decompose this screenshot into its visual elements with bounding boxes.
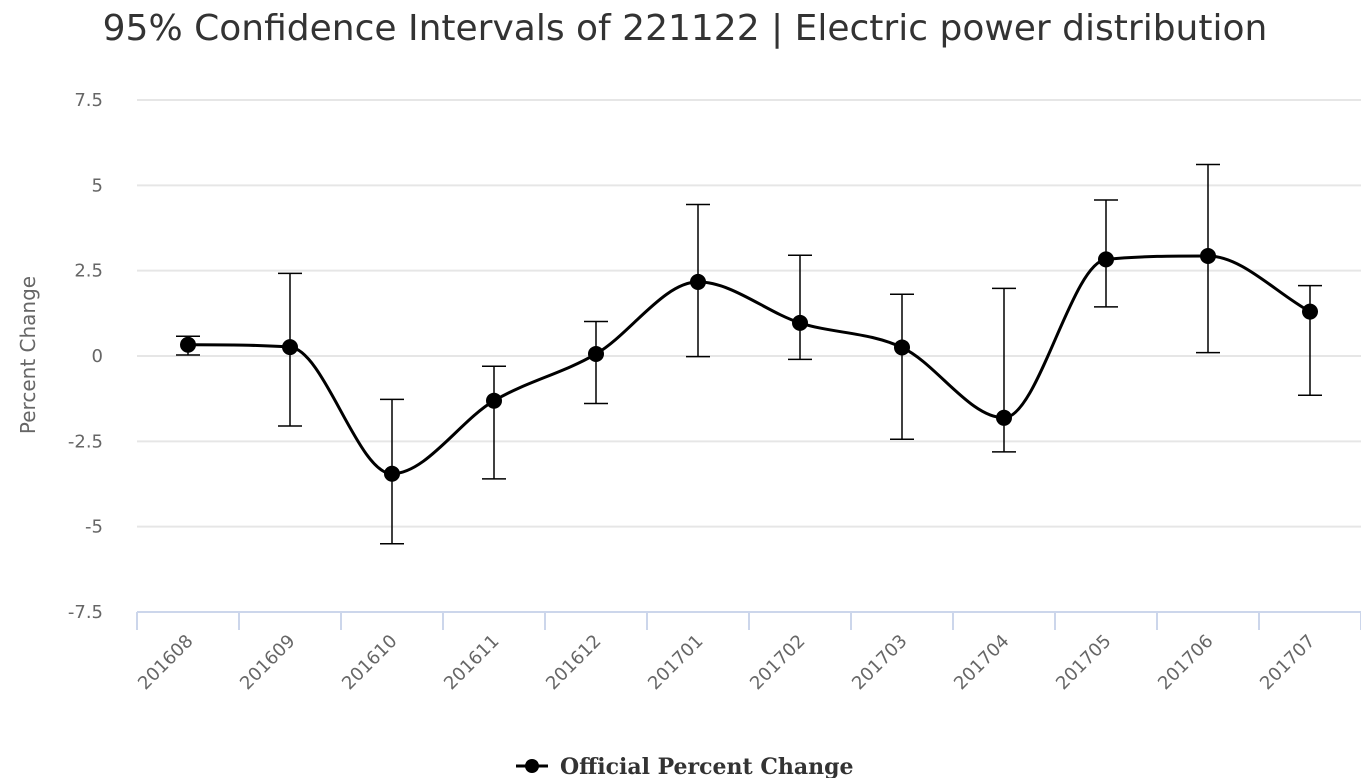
y-axis-ticks: 7.5 5 2.5 0 -2.5 -5 -7.5 xyxy=(68,90,103,623)
x-tick-label: 201701 xyxy=(644,631,707,694)
data-point xyxy=(1200,247,1216,264)
x-tick-label: 201706 xyxy=(1154,631,1217,694)
x-tick-label: 201703 xyxy=(848,631,911,694)
y-tick-label: 5 xyxy=(92,175,103,196)
x-tick-label: 201612 xyxy=(542,631,605,694)
error-bar xyxy=(1298,284,1322,397)
data-point xyxy=(384,465,400,482)
legend-marker-symbol xyxy=(525,759,539,773)
x-tick-label: 201702 xyxy=(746,631,809,694)
data-point xyxy=(1098,251,1114,268)
gridlines xyxy=(137,99,1361,528)
data-point xyxy=(282,339,298,356)
error-bar xyxy=(584,320,608,405)
y-axis-label: Percent Change xyxy=(16,276,40,434)
y-tick-label: -7.5 xyxy=(68,602,103,623)
y-tick-label: -5 xyxy=(85,517,103,538)
data-point xyxy=(792,314,808,331)
data-point xyxy=(1302,303,1318,320)
data-point xyxy=(690,273,706,290)
legend[interactable]: Official Percent Change xyxy=(516,754,854,778)
error-bar xyxy=(992,287,1016,453)
error-bar xyxy=(788,254,812,361)
x-tick-label: 201610 xyxy=(338,631,401,694)
x-tick-label: 201704 xyxy=(950,631,1013,694)
data-point xyxy=(894,339,910,356)
x-tick-label: 201608 xyxy=(134,631,197,694)
data-point xyxy=(588,345,604,362)
legend-label: Official Percent Change xyxy=(560,754,854,778)
x-tick-label: 201611 xyxy=(440,631,503,694)
error-bar xyxy=(890,293,914,441)
chart-title: 95% Confidence Intervals of 221122 | Ele… xyxy=(103,8,1268,49)
y-tick-label: -2.5 xyxy=(68,431,103,452)
data-points xyxy=(180,247,1318,482)
y-tick-label: 7.5 xyxy=(74,90,103,111)
y-tick-label: 0 xyxy=(92,346,103,367)
data-point xyxy=(486,392,502,409)
error-bars xyxy=(176,163,1322,545)
y-tick-label: 2.5 xyxy=(74,261,103,282)
error-bar xyxy=(482,365,506,480)
data-point xyxy=(996,409,1012,426)
x-tick-label: 201707 xyxy=(1256,631,1319,694)
x-tick-label: 201705 xyxy=(1052,631,1115,694)
x-axis xyxy=(136,611,1361,630)
x-tick-label: 201609 xyxy=(236,631,299,694)
x-axis-ticks: 201608 201609 201610 201611 201612 201701 2017… xyxy=(134,631,1319,694)
data-point xyxy=(180,336,196,353)
